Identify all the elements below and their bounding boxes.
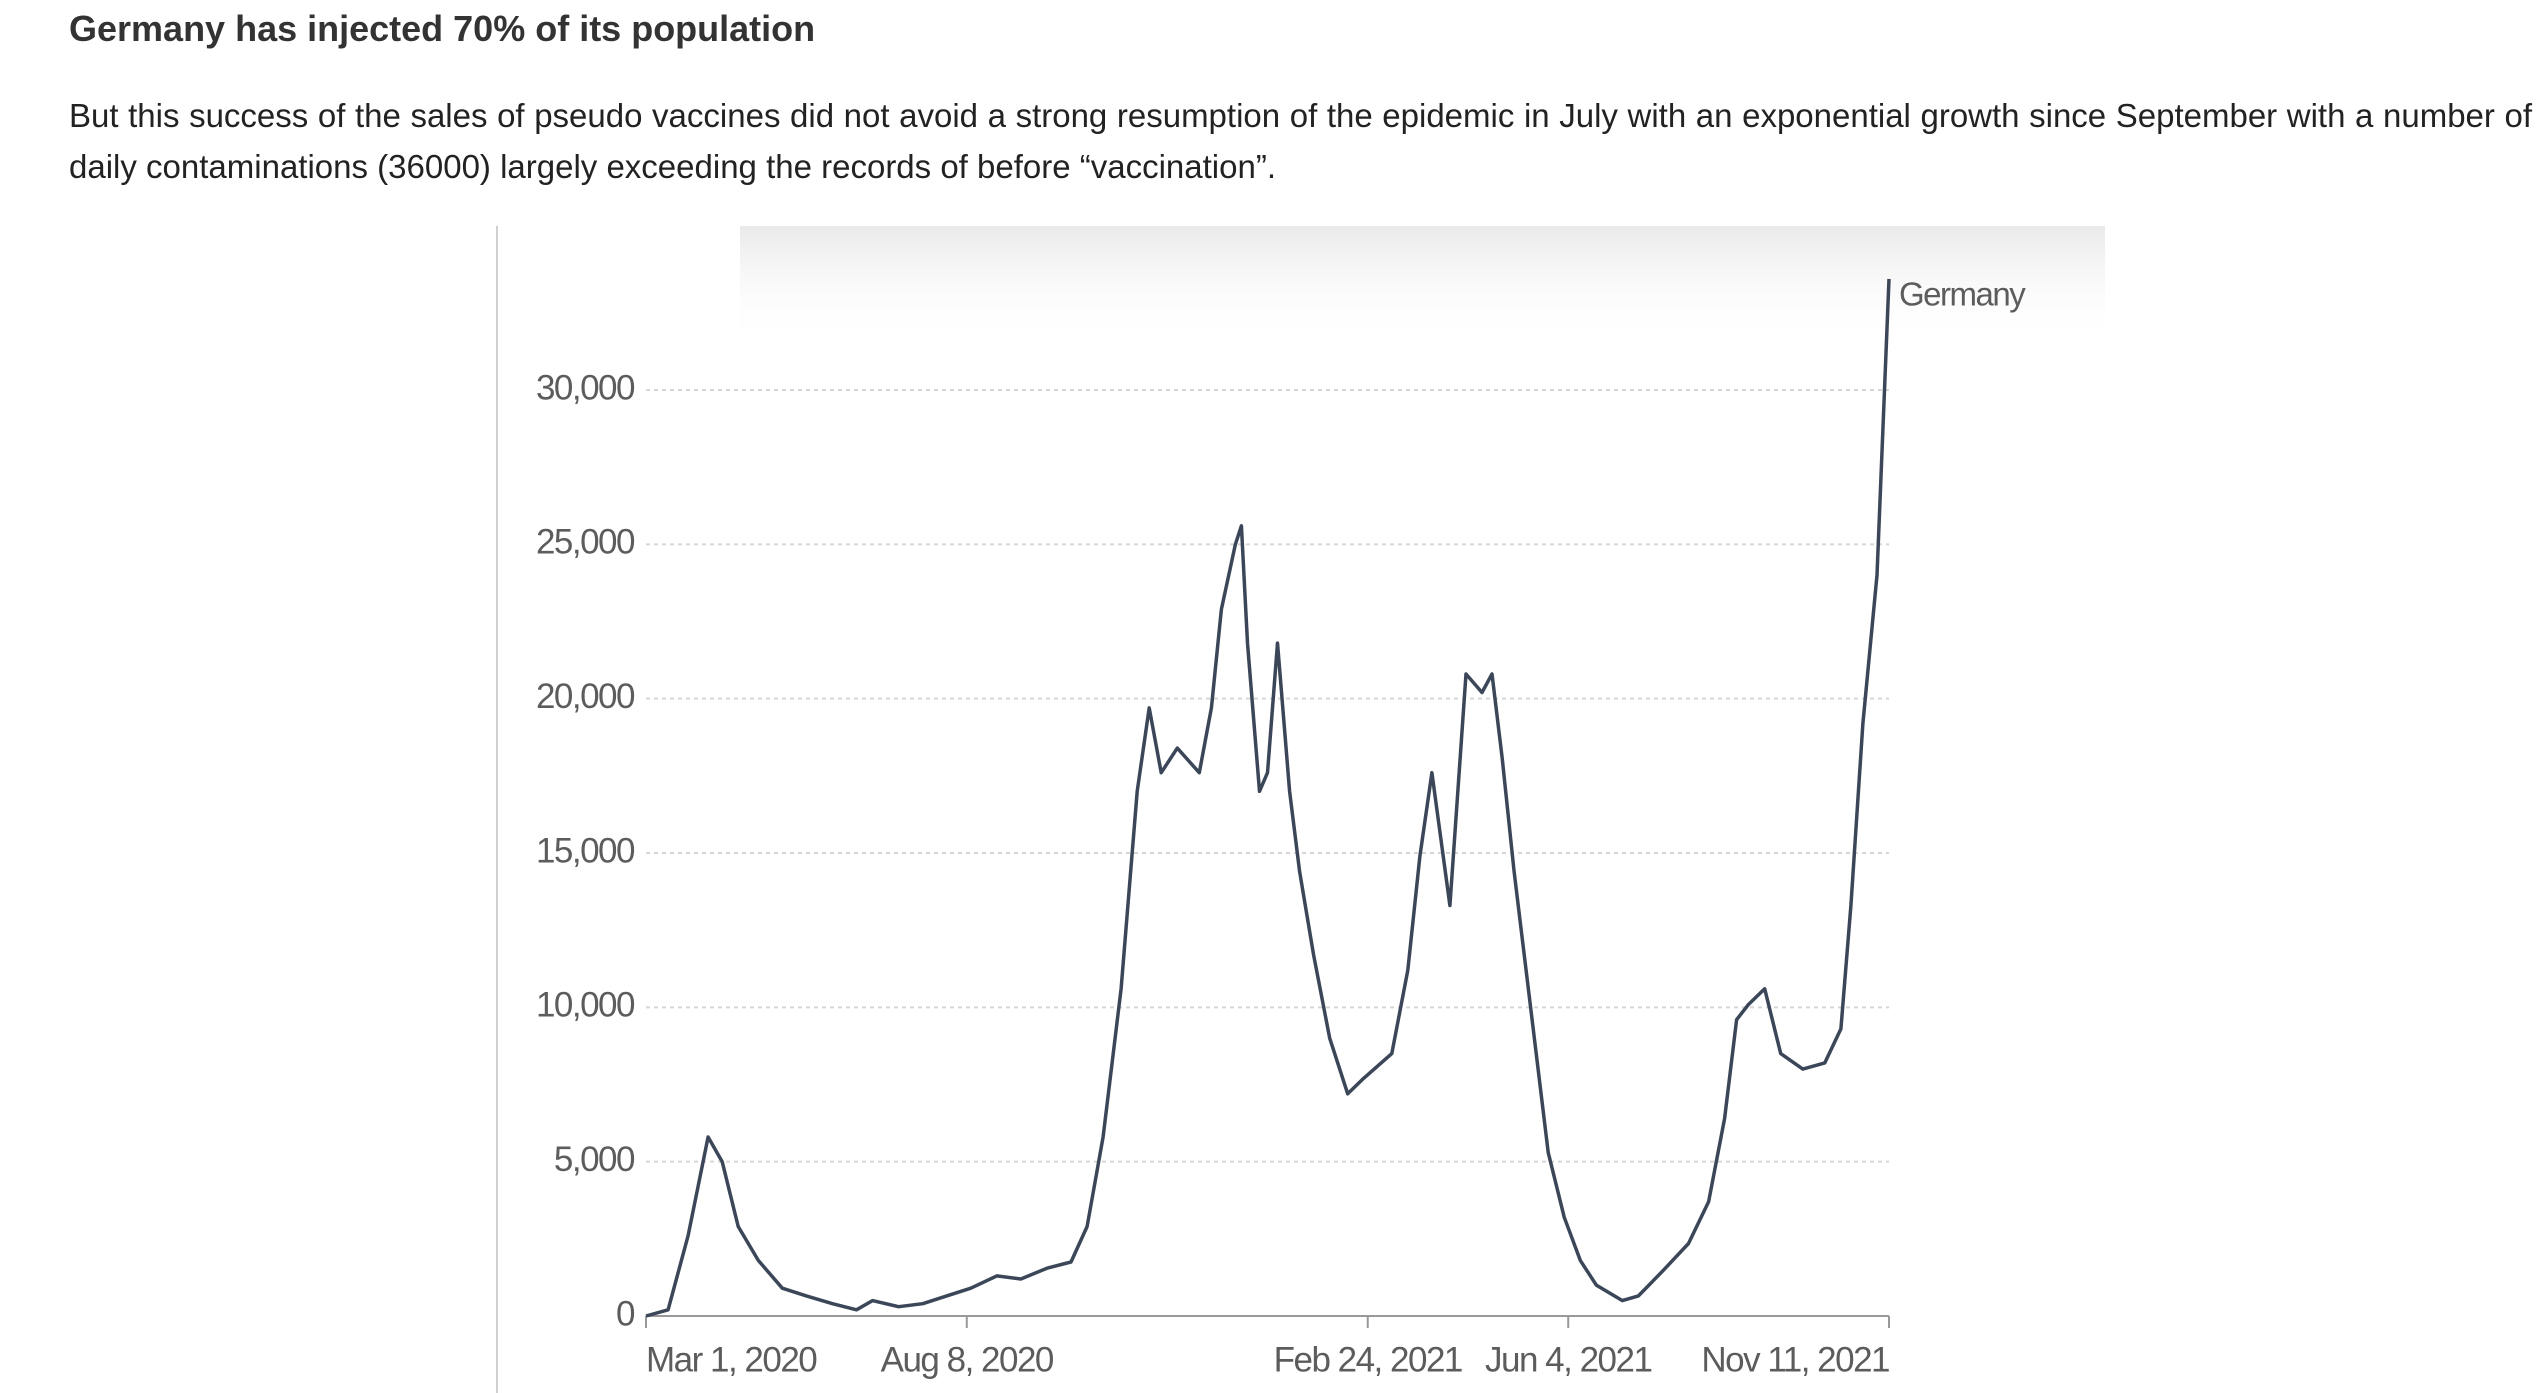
y-tick-label: 10,000 (536, 986, 635, 1025)
shadow (740, 226, 2105, 346)
line (645, 278, 1891, 1318)
y-tick-label: 0 (616, 1294, 635, 1333)
x-tick-label: Mar 1, 2020 (646, 1340, 817, 1379)
y-tick-label: 20,000 (536, 677, 635, 716)
x-tick-label: Nov 11, 2021 (1701, 1340, 1889, 1379)
paragraph: But this success of the sales of pseudo … (69, 97, 2532, 185)
x-tick-label: Aug 8, 2020 (881, 1340, 1054, 1379)
x-tick-label: Jun 4, 2021 (1485, 1340, 1651, 1379)
series-label: Germany (1899, 276, 2026, 313)
y-tick-label: 15,000 (536, 831, 635, 870)
y-tick-label: 5,000 (554, 1140, 635, 1179)
y-tick-label: 30,000 (536, 368, 635, 407)
y-tick-label: 25,000 (536, 523, 635, 562)
x-tick-label: Feb 24, 2021 (1274, 1340, 1462, 1379)
heading: Germany has injected 70% of its populati… (69, 8, 816, 49)
